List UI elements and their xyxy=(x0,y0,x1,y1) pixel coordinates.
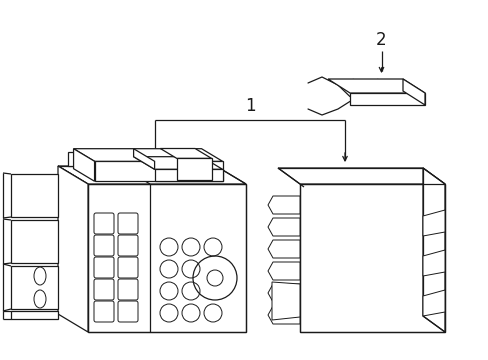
Polygon shape xyxy=(88,184,245,332)
Polygon shape xyxy=(94,161,222,181)
Polygon shape xyxy=(267,284,299,302)
Polygon shape xyxy=(271,282,299,320)
Polygon shape xyxy=(422,290,444,316)
Text: 2: 2 xyxy=(375,31,386,49)
Polygon shape xyxy=(133,157,222,169)
Polygon shape xyxy=(154,169,222,181)
Polygon shape xyxy=(11,220,58,263)
Polygon shape xyxy=(299,184,444,332)
Polygon shape xyxy=(422,210,444,236)
Polygon shape xyxy=(177,158,211,180)
Polygon shape xyxy=(133,149,154,169)
Polygon shape xyxy=(160,149,211,158)
Polygon shape xyxy=(402,79,424,105)
Polygon shape xyxy=(422,250,444,276)
Polygon shape xyxy=(267,306,299,324)
Polygon shape xyxy=(267,196,299,214)
Polygon shape xyxy=(58,166,245,184)
Text: 1: 1 xyxy=(244,97,255,115)
Polygon shape xyxy=(58,166,88,332)
Polygon shape xyxy=(11,174,58,217)
Polygon shape xyxy=(267,262,299,280)
Polygon shape xyxy=(349,93,424,105)
Polygon shape xyxy=(278,168,444,184)
Polygon shape xyxy=(267,240,299,258)
Polygon shape xyxy=(11,311,58,319)
Polygon shape xyxy=(73,149,94,181)
Polygon shape xyxy=(73,149,222,161)
Polygon shape xyxy=(422,168,444,332)
Polygon shape xyxy=(267,218,299,236)
Polygon shape xyxy=(11,266,58,309)
Polygon shape xyxy=(327,79,424,93)
Polygon shape xyxy=(68,152,205,166)
